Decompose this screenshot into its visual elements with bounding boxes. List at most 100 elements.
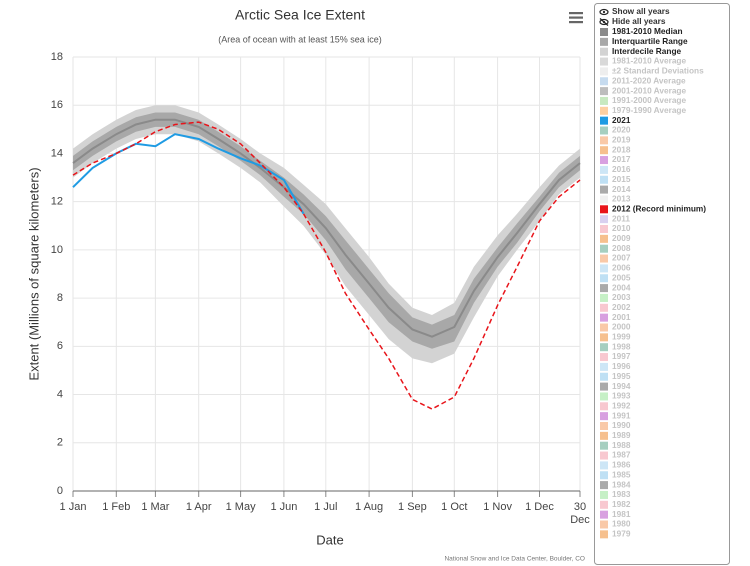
legend-entry[interactable]: 1997 (612, 351, 631, 361)
legend-swatch[interactable] (600, 185, 608, 194)
legend-entry[interactable]: 2006 (612, 263, 631, 273)
legend-swatch[interactable] (600, 244, 608, 253)
legend-swatch[interactable] (600, 146, 608, 155)
legend-entry[interactable]: 1991-2000 Average (612, 95, 686, 105)
menu-button[interactable] (569, 12, 583, 24)
legend-swatch[interactable] (600, 234, 608, 243)
legend-swatch[interactable] (600, 126, 608, 135)
legend-entry[interactable]: 2002 (612, 302, 631, 312)
legend-swatch[interactable] (600, 323, 608, 332)
legend-hide-all[interactable]: Hide all years (612, 16, 666, 26)
legend-entry[interactable]: 2000 (612, 322, 631, 332)
legend-swatch[interactable] (600, 392, 608, 401)
legend-entry[interactable]: 1994 (612, 381, 631, 391)
legend-swatch[interactable] (600, 106, 608, 115)
legend-swatch[interactable] (600, 274, 608, 283)
legend-entry[interactable]: 1983 (612, 489, 631, 499)
legend-entry[interactable]: 1990 (612, 420, 631, 430)
legend-entry[interactable]: 1991 (612, 410, 631, 420)
legend-entry[interactable]: 2016 (612, 164, 631, 174)
legend-entry[interactable]: 2004 (612, 282, 631, 292)
legend-entry[interactable]: 2017 (612, 154, 631, 164)
legend-entry[interactable]: 1981-2010 Average (612, 56, 686, 66)
legend-swatch[interactable] (600, 500, 608, 509)
legend-swatch[interactable] (600, 451, 608, 460)
legend-swatch[interactable] (600, 471, 608, 480)
legend-swatch[interactable] (600, 530, 608, 539)
legend-entry[interactable]: 1989 (612, 430, 631, 440)
legend-swatch[interactable] (600, 165, 608, 174)
legend-swatch[interactable] (600, 175, 608, 184)
legend-entry[interactable]: 1984 (612, 479, 631, 489)
legend-entry[interactable]: 2020 (612, 125, 631, 135)
legend-entry[interactable]: 2012 (Record minimum) (612, 203, 706, 213)
legend-entry[interactable]: 2001 (612, 312, 631, 322)
legend-entry[interactable]: 1987 (612, 450, 631, 460)
legend-swatch[interactable] (600, 422, 608, 430)
legend-entry[interactable]: 2005 (612, 272, 631, 282)
legend-swatch[interactable] (600, 57, 608, 66)
legend-entry[interactable]: 2008 (612, 243, 631, 253)
legend-entry[interactable]: Interquartile Range (612, 36, 688, 46)
legend-show-all[interactable]: Show all years (612, 6, 670, 16)
legend-entry[interactable]: 2001-2010 Average (612, 85, 686, 95)
legend-swatch[interactable] (600, 195, 608, 204)
legend-swatch[interactable] (600, 362, 608, 371)
legend-swatch[interactable] (600, 520, 608, 529)
legend-entry[interactable]: 1986 (612, 460, 631, 470)
legend-entry[interactable]: 2003 (612, 292, 631, 302)
legend-entry[interactable]: 1999 (612, 332, 631, 342)
legend-swatch[interactable] (600, 313, 608, 322)
legend-entry[interactable]: 2010 (612, 223, 631, 233)
legend-swatch[interactable] (600, 87, 608, 96)
legend-entry[interactable]: 1993 (612, 391, 631, 401)
legend-swatch[interactable] (600, 284, 608, 293)
legend-swatch[interactable] (600, 431, 608, 440)
legend-entry[interactable]: 2009 (612, 233, 631, 243)
legend-entry[interactable]: 2018 (612, 144, 631, 154)
legend-swatch[interactable] (600, 490, 608, 499)
legend-entry[interactable]: 1992 (612, 400, 631, 410)
legend-swatch[interactable] (600, 67, 608, 76)
legend-swatch[interactable] (600, 47, 608, 56)
legend-swatch[interactable] (600, 510, 608, 519)
legend-swatch[interactable] (600, 116, 608, 125)
legend-swatch[interactable] (600, 293, 608, 302)
legend-swatch[interactable] (600, 412, 608, 421)
legend-swatch[interactable] (600, 343, 608, 352)
legend-swatch[interactable] (600, 37, 608, 46)
legend-entry[interactable]: 1982 (612, 499, 631, 509)
legend-entry[interactable]: ±2 Standard Deviations (612, 66, 704, 76)
legend-entry[interactable]: 2013 (612, 194, 631, 204)
legend-entry[interactable]: 2011 (612, 213, 630, 223)
legend-entry[interactable]: 1998 (612, 341, 631, 351)
legend-swatch[interactable] (600, 264, 608, 273)
legend-swatch[interactable] (600, 136, 608, 145)
legend-swatch[interactable] (600, 353, 608, 362)
legend-entry[interactable]: 2021 (612, 115, 631, 125)
legend-entry[interactable]: 1996 (612, 361, 631, 371)
legend-entry[interactable]: 1981-2010 Median (612, 26, 683, 36)
legend-swatch[interactable] (600, 205, 608, 214)
legend-swatch[interactable] (600, 461, 608, 470)
legend-swatch[interactable] (600, 215, 608, 224)
legend-entry[interactable]: 2007 (612, 253, 631, 263)
legend-swatch[interactable] (600, 481, 608, 490)
legend-swatch[interactable] (600, 156, 608, 165)
legend-swatch[interactable] (600, 372, 608, 381)
legend-swatch[interactable] (600, 77, 608, 86)
legend-entry[interactable]: 1995 (612, 371, 631, 381)
legend-swatch[interactable] (600, 402, 608, 411)
legend-entry[interactable]: 1979-1990 Average (612, 105, 686, 115)
legend-entry[interactable]: 1979 (612, 529, 631, 539)
legend-swatch[interactable] (600, 382, 608, 391)
legend-entry[interactable]: Interdecile Range (612, 46, 682, 56)
legend-entry[interactable]: 1980 (612, 519, 631, 529)
legend-swatch[interactable] (600, 333, 608, 342)
legend-entry[interactable]: 2011-2020 Average (612, 75, 686, 85)
legend-swatch[interactable] (600, 225, 608, 233)
legend-entry[interactable]: 1981 (612, 509, 631, 519)
legend-swatch[interactable] (600, 96, 608, 105)
legend-swatch[interactable] (600, 254, 608, 263)
legend-entry[interactable]: 2014 (612, 184, 631, 194)
